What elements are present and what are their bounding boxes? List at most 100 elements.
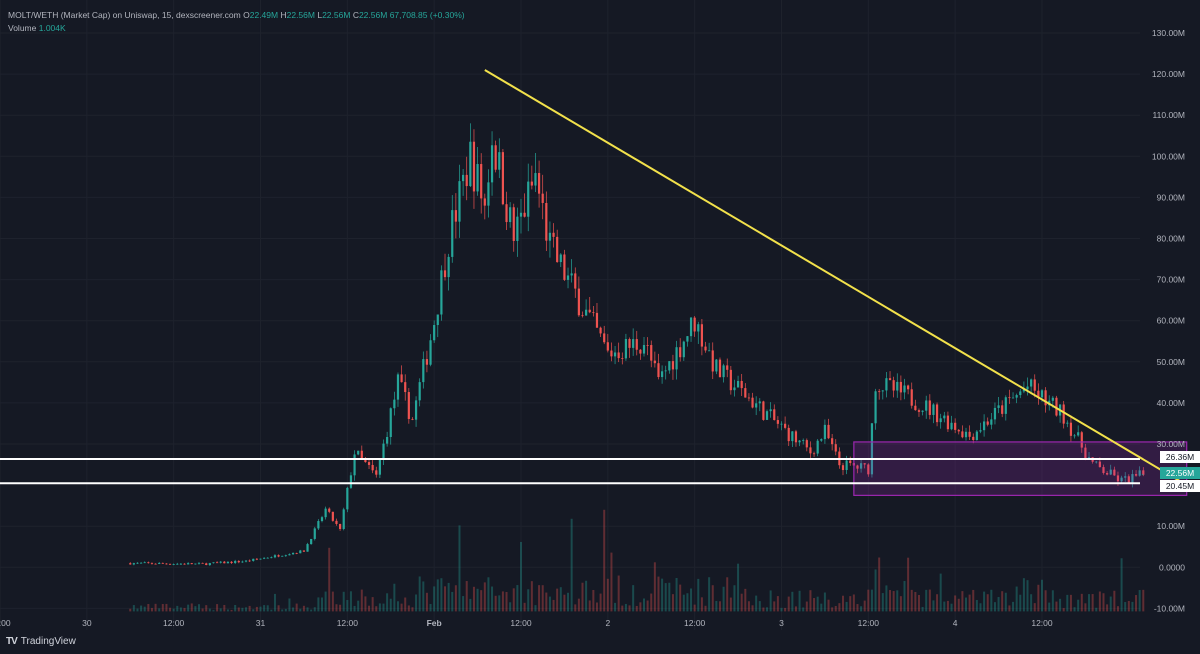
- volume-bar: [820, 603, 823, 612]
- volume-bar: [411, 607, 414, 612]
- candle-body: [320, 517, 324, 522]
- candle-body: [982, 421, 986, 431]
- volume-bar: [313, 607, 316, 612]
- candle-body: [1008, 397, 1011, 399]
- volume-bar: [867, 589, 870, 612]
- volume-bar: [603, 509, 606, 612]
- volume-bar: [472, 586, 475, 612]
- candle-body: [1073, 435, 1076, 437]
- candle-body: [299, 550, 302, 554]
- candle-body: [291, 552, 295, 555]
- volume-bar: [284, 608, 287, 612]
- candle-body: [711, 350, 714, 372]
- volume-bar: [936, 594, 939, 612]
- candle-body: [400, 374, 403, 383]
- candle-body: [1069, 422, 1073, 436]
- candle-body: [494, 145, 497, 170]
- volume-bar: [454, 585, 457, 612]
- volume-bar: [1040, 579, 1043, 612]
- volume-bar: [418, 576, 421, 612]
- candle-body: [975, 431, 978, 441]
- volume-bar: [179, 607, 182, 612]
- volume-bar: [512, 588, 515, 612]
- volume-bar: [321, 597, 324, 612]
- volume-bars: [129, 509, 1145, 612]
- volume-bar: [1066, 594, 1069, 612]
- volume-bar: [697, 578, 700, 612]
- volume-bar: [1088, 594, 1091, 612]
- volume-bar: [205, 605, 208, 612]
- candle-body: [335, 520, 338, 524]
- candle-body: [375, 470, 378, 475]
- volume-bar: [541, 585, 544, 612]
- candle-body: [910, 389, 913, 406]
- volume-bar: [1131, 601, 1134, 612]
- candle-body: [201, 562, 204, 564]
- price-tag-lower: 20.45M: [1160, 480, 1200, 492]
- candle-body: [961, 431, 964, 438]
- candle-body: [708, 350, 711, 352]
- candle-body: [541, 193, 544, 203]
- candle-body: [1030, 379, 1033, 387]
- candle-body: [671, 361, 675, 370]
- y-tick-label: 0.0000: [1159, 562, 1185, 572]
- volume-bar: [1073, 607, 1076, 612]
- volume-bar: [856, 604, 859, 612]
- volume-bar: [444, 586, 447, 612]
- volume-bar: [176, 605, 179, 612]
- x-tick-label: 12:00: [684, 618, 706, 628]
- candle-body: [812, 453, 816, 455]
- volume-bar: [143, 606, 146, 612]
- candle-body: [1055, 397, 1058, 416]
- volume-bar: [693, 604, 696, 612]
- volume-bar: [813, 598, 816, 612]
- volume-bar: [682, 594, 685, 612]
- tradingview-logo-text: TradingView: [20, 636, 76, 647]
- candle-body: [219, 561, 222, 563]
- candle-body: [660, 371, 664, 378]
- candle-body: [733, 387, 736, 391]
- candle-body: [914, 405, 917, 411]
- volume-bar: [646, 600, 649, 612]
- volume-bar: [585, 580, 588, 612]
- volume-bar: [831, 607, 834, 612]
- candle-body: [244, 560, 248, 562]
- candle-body: [277, 555, 280, 557]
- candle-body: [241, 561, 244, 563]
- volume-bar: [570, 518, 573, 612]
- volume-bar: [357, 600, 360, 612]
- volume-bar: [776, 596, 779, 612]
- volume-bar: [197, 604, 200, 612]
- volume-bar: [787, 596, 790, 612]
- candle-body: [425, 359, 429, 365]
- candle-body: [740, 380, 743, 389]
- candle-body: [632, 339, 635, 348]
- candle-body: [1113, 469, 1116, 476]
- volume-bar: [1095, 607, 1098, 612]
- volume-bar: [172, 608, 175, 612]
- candle-body: [1120, 477, 1123, 482]
- volume-bar: [476, 588, 479, 612]
- candle-body: [849, 460, 852, 464]
- candle-body: [762, 401, 765, 420]
- candle-body: [888, 378, 892, 381]
- candle-body: [736, 380, 740, 388]
- candle-body: [462, 174, 465, 182]
- volume-bar: [545, 592, 548, 612]
- volume-bar: [169, 607, 172, 612]
- candle-body: [212, 562, 215, 564]
- tradingview-logo[interactable]: TV TradingView: [6, 636, 76, 647]
- candle-body: [310, 538, 313, 545]
- candle-body: [509, 207, 512, 223]
- volume-bar: [458, 525, 461, 612]
- volume-bar: [516, 585, 519, 612]
- volume-bar: [1004, 592, 1007, 612]
- volume-bar: [480, 590, 483, 612]
- volume-bar: [147, 603, 150, 612]
- candle-body: [472, 141, 476, 192]
- volume-bar: [899, 596, 902, 612]
- volume-bar: [965, 597, 968, 612]
- volume-bar: [574, 604, 577, 612]
- candle-body: [556, 236, 559, 263]
